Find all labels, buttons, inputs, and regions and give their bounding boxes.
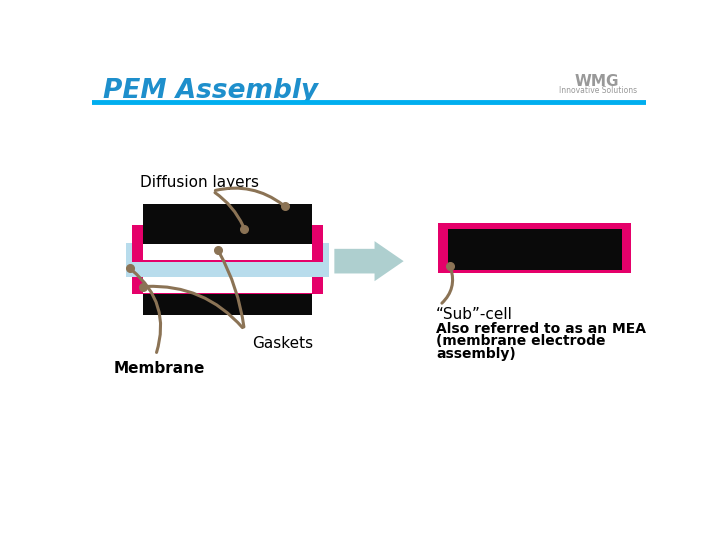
Polygon shape (448, 229, 621, 271)
Polygon shape (143, 275, 312, 315)
Polygon shape (132, 257, 323, 294)
Polygon shape (143, 261, 312, 293)
Polygon shape (438, 224, 631, 273)
Text: Innovative Solutions: Innovative Solutions (559, 85, 637, 94)
Text: Gaskets: Gaskets (252, 336, 313, 351)
Polygon shape (143, 204, 312, 244)
Text: WMG: WMG (575, 74, 619, 89)
Polygon shape (126, 242, 329, 276)
Text: (membrane electrode: (membrane electrode (436, 334, 606, 348)
Text: Also referred to as an MEA: Also referred to as an MEA (436, 322, 646, 336)
Polygon shape (334, 241, 404, 281)
Text: Diffusion layers: Diffusion layers (140, 174, 258, 190)
Text: Membrane: Membrane (113, 361, 204, 376)
Text: “Sub”-cell: “Sub”-cell (436, 307, 513, 322)
Polygon shape (143, 229, 312, 260)
Text: PEM Assembly: PEM Assembly (102, 78, 318, 104)
Polygon shape (132, 225, 323, 262)
Text: assembly): assembly) (436, 347, 516, 361)
